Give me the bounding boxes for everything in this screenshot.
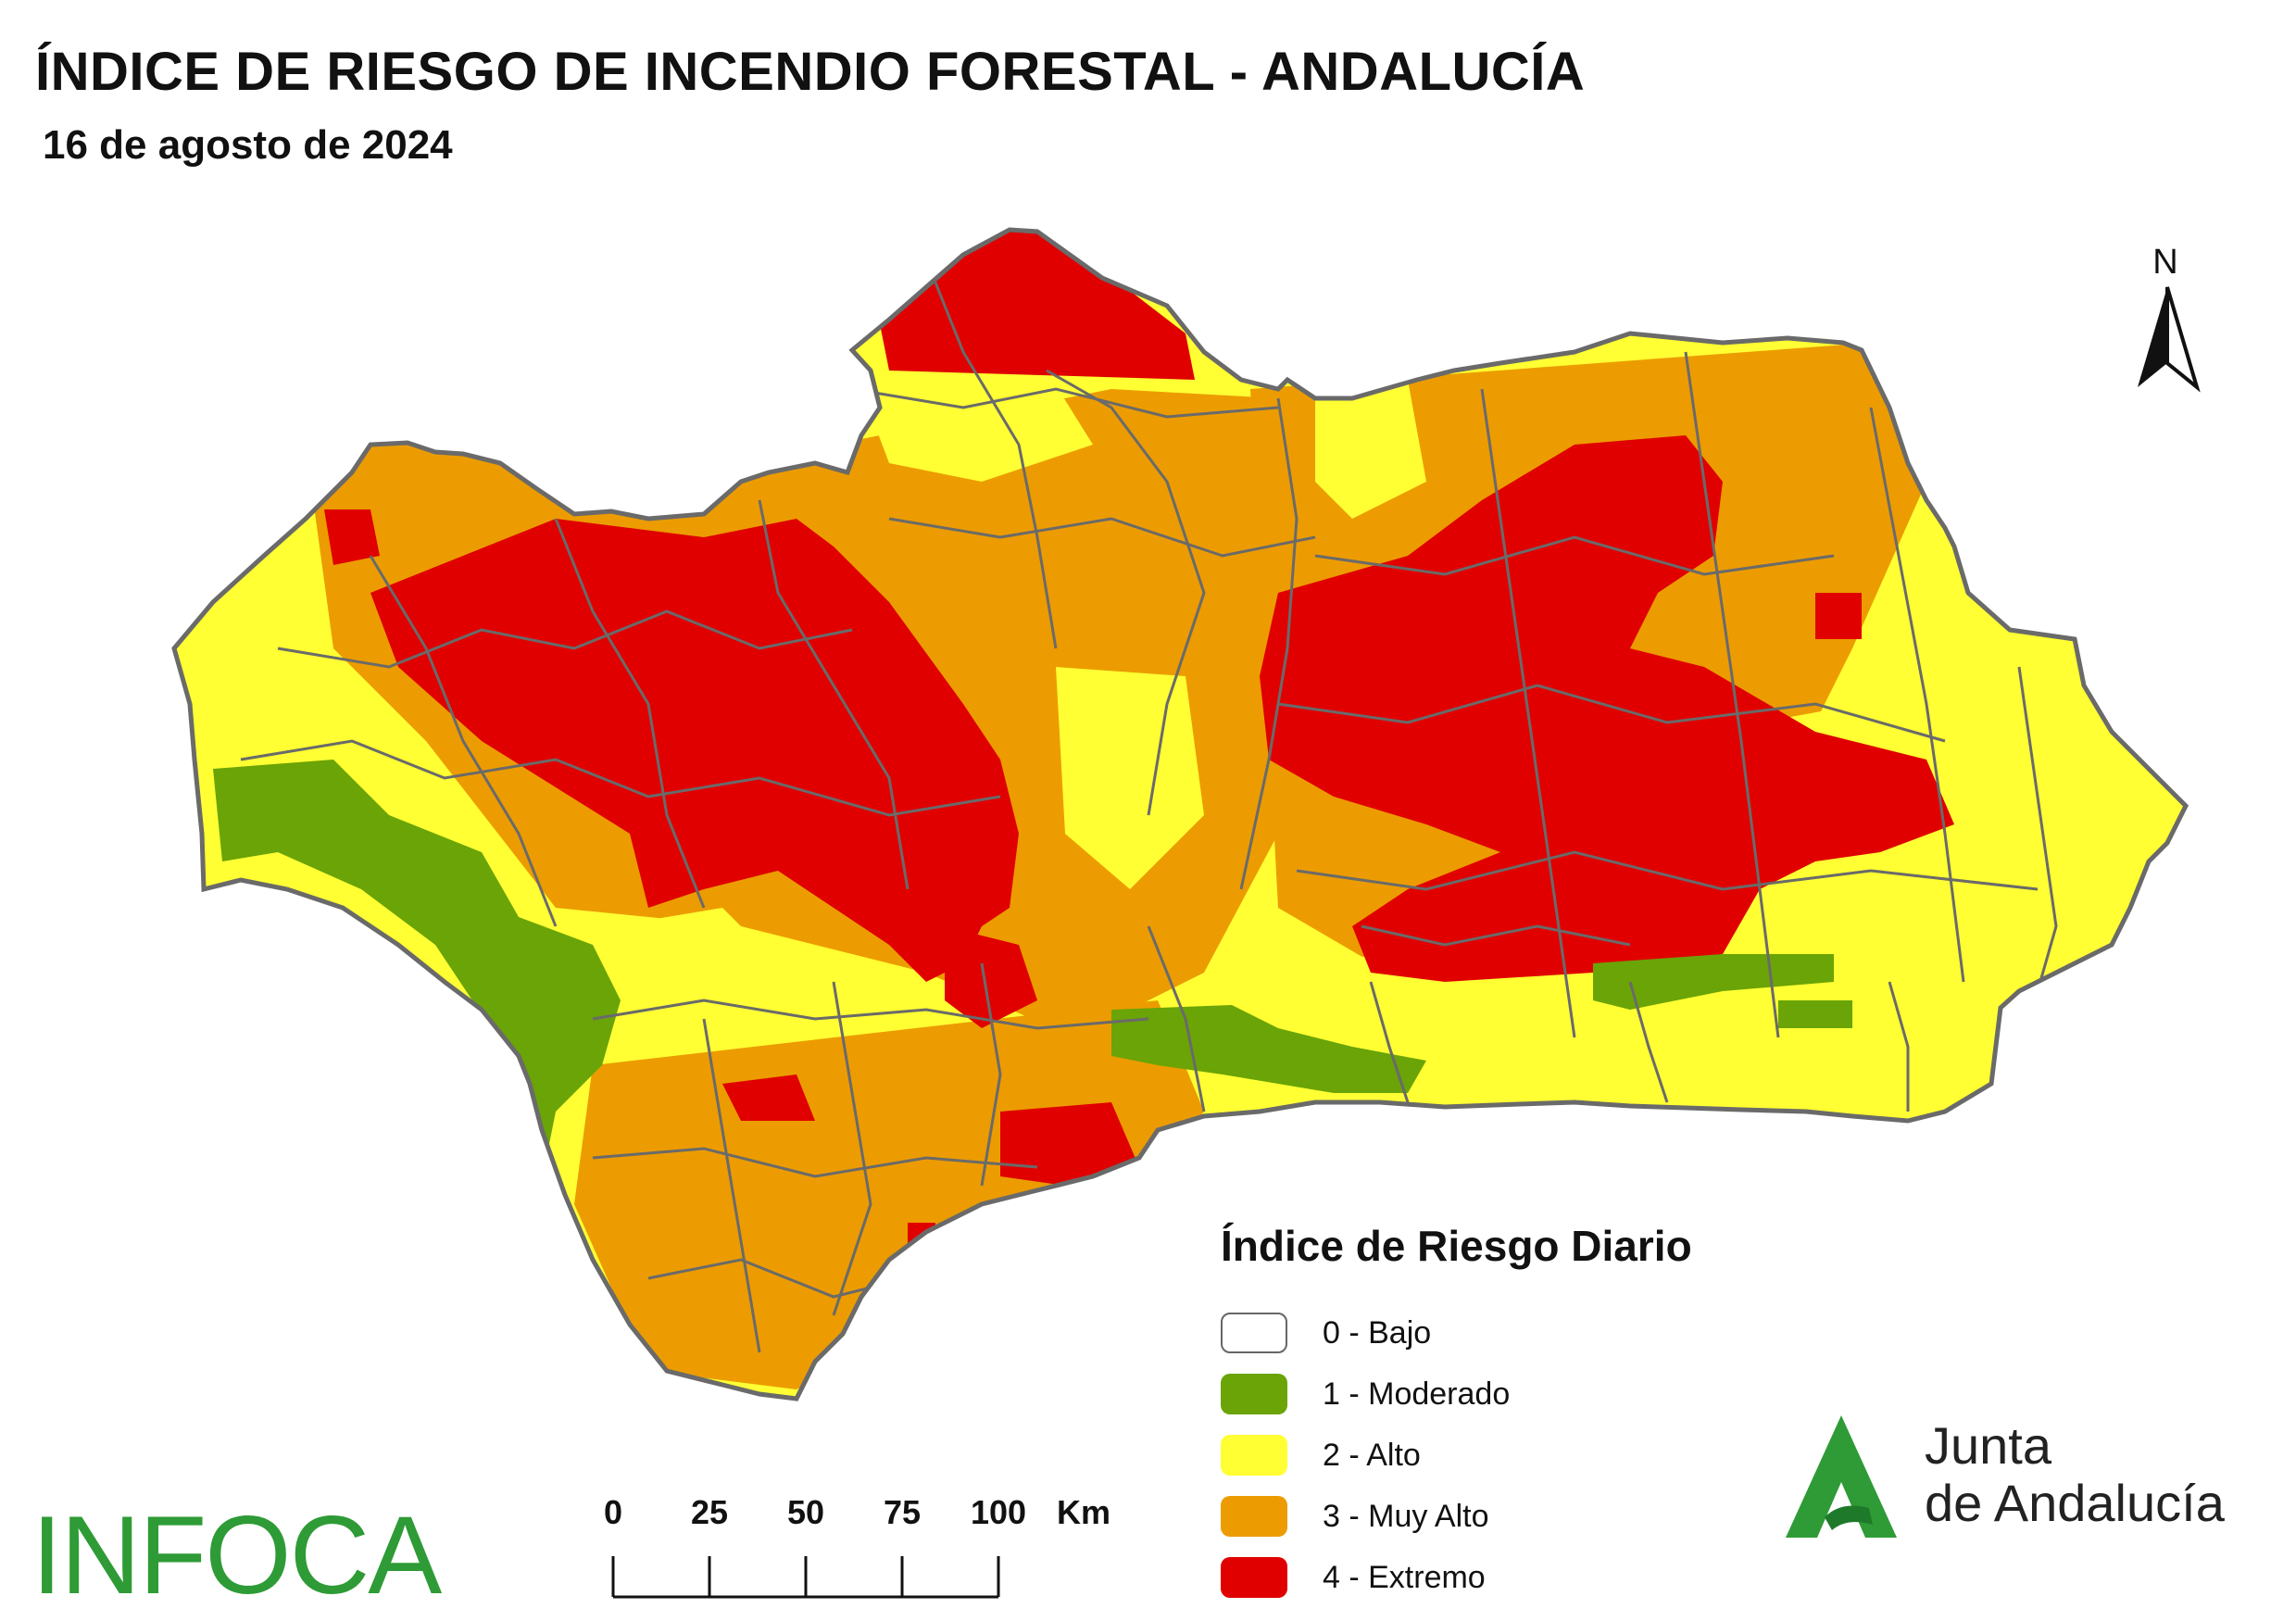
legend-label: 0 - Bajo [1323, 1314, 1432, 1351]
legend-label: 1 - Moderado [1323, 1376, 1511, 1412]
junta-andalucia-logo: Junta de Andalucía [1776, 1408, 2258, 1547]
legend-title: Índice de Riesgo Diario [1221, 1222, 1692, 1270]
junta-logo-icon [1786, 1415, 1897, 1538]
legend-swatch-extremo [1221, 1557, 1287, 1598]
legend-label: 4 - Extremo [1323, 1559, 1486, 1595]
map-title: ÍNDICE DE RIESGO DE INCENDIO FORESTAL - … [35, 42, 1586, 102]
legend-swatch-bajo [1221, 1313, 1287, 1353]
scale-bar: 0 25 50 75 100 Km [593, 1493, 1167, 1604]
legend-swatch-muy-alto [1221, 1496, 1287, 1537]
scale-tick-0: 0 [603, 1493, 623, 1531]
junta-line-2: de Andalucía [1925, 1474, 2225, 1532]
legend-item-alto: 2 - Alto [1221, 1425, 1869, 1486]
legend-swatch-alto [1221, 1435, 1287, 1476]
junta-line-1: Junta [1925, 1416, 2051, 1475]
scale-unit: Km [1056, 1493, 1111, 1531]
legend-label: 3 - Muy Alto [1323, 1498, 1489, 1534]
legend-item-muy-alto: 3 - Muy Alto [1221, 1486, 1869, 1547]
legend-swatch-moderado [1221, 1374, 1287, 1414]
scale-tick-50: 50 [786, 1493, 825, 1531]
map-date: 16 de agosto de 2024 [43, 122, 453, 168]
scale-tick-75: 75 [883, 1493, 922, 1531]
legend-item-moderado: 1 - Moderado [1221, 1363, 1869, 1425]
legend: Índice de Riesgo Diario 0 - Bajo 1 - Mod… [1221, 1221, 1869, 1608]
scale-bar-line [611, 1556, 1000, 1599]
north-arrow-icon [2138, 286, 2201, 393]
junta-logo-text: Junta de Andalucía [1925, 1417, 2225, 1532]
scale-tick-100: 100 [970, 1493, 1027, 1531]
scale-tick-25: 25 [690, 1493, 729, 1531]
legend-item-extremo: 4 - Extremo [1221, 1547, 1869, 1608]
legend-item-bajo: 0 - Bajo [1221, 1302, 1869, 1363]
infoca-logo: INFOCA [31, 1493, 442, 1617]
north-label: N [2152, 243, 2178, 282]
risk-zones [174, 230, 2186, 1399]
municipal-boundaries [240, 258, 2058, 1353]
legend-label: 2 - Alto [1323, 1437, 1421, 1473]
